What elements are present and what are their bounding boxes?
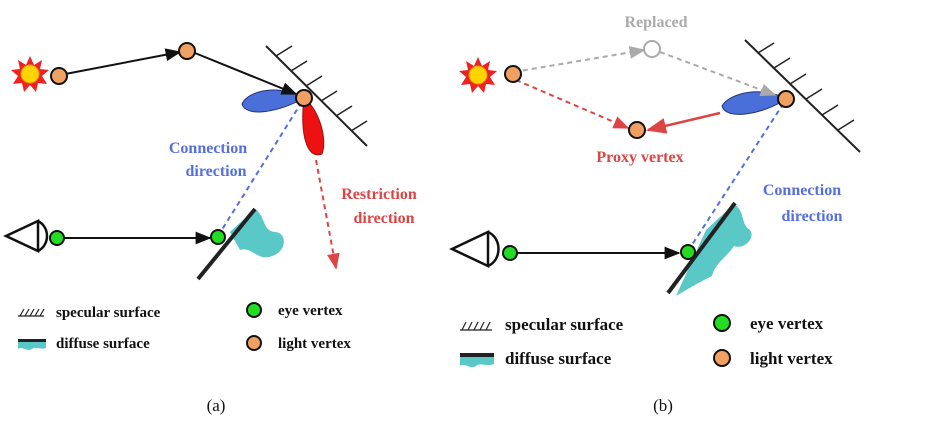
legend-eye-icon	[246, 302, 262, 318]
diffuse-surface	[196, 207, 284, 281]
proxy-arrow	[646, 111, 721, 134]
legend-specular: specular surface	[56, 305, 161, 321]
eye-icon	[449, 230, 500, 268]
blue-lobe	[721, 91, 787, 115]
restriction-label-line1: Restriction	[341, 186, 417, 203]
legend-light: light vertex	[278, 336, 351, 352]
connection-label-line2: direction	[781, 208, 842, 225]
caption-b: (b)	[653, 396, 673, 415]
legend-light-icon	[246, 335, 262, 351]
replaced-path-2	[659, 51, 777, 96]
proxy-dashed-path	[515, 79, 630, 129]
diffuse-legend-icon	[18, 339, 46, 350]
legend-light-icon	[713, 349, 731, 367]
eye-vertex	[502, 245, 518, 261]
replaced-vertex	[643, 40, 661, 58]
light-vertex	[295, 89, 313, 107]
red-lobe	[302, 97, 325, 156]
eye-vertex	[210, 229, 226, 245]
connection-label-line2: direction	[185, 163, 246, 180]
proxy-vertex-label: Proxy vertex	[596, 149, 683, 166]
eye-icon	[3, 219, 49, 253]
eye-vertex	[680, 244, 696, 260]
specular-surface	[265, 45, 368, 147]
light-path-2	[189, 50, 298, 95]
caption-a: (a)	[207, 396, 226, 415]
connection-label-line1: Connection	[169, 140, 247, 157]
restriction-label-line2: direction	[353, 210, 414, 227]
specular-legend-icon	[460, 321, 492, 331]
legend-light: light vertex	[750, 349, 833, 368]
light-vertex	[178, 42, 196, 60]
light-vertex	[504, 65, 522, 83]
restriction-arrow	[315, 159, 340, 270]
panel-b: Replaced Proxy vertex Connection directi…	[449, 14, 861, 415]
sun-icon	[458, 56, 498, 94]
diffuse-legend-icon	[460, 353, 494, 368]
replaced-path-1	[513, 46, 646, 73]
legend-eye-icon	[713, 314, 731, 332]
legend-eye: eye vertex	[750, 314, 824, 333]
replaced-label: Replaced	[624, 14, 687, 31]
legend-b: specular surface diffuse surface eye ver…	[460, 314, 833, 368]
diffuse-surface	[666, 201, 752, 296]
light-vertex	[777, 90, 795, 108]
legend-diffuse: diffuse surface	[56, 336, 150, 352]
legend-a: specular surface diffuse surface eye ver…	[18, 302, 351, 352]
connection-label-line1: Connection	[763, 182, 841, 199]
proxy-vertex	[628, 121, 646, 139]
sun-icon	[10, 55, 50, 93]
light-vertex	[50, 67, 68, 85]
light-path-1	[59, 48, 182, 76]
legend-eye: eye vertex	[278, 303, 343, 319]
specular-legend-icon	[18, 308, 45, 317]
panel-a: Connection direction Restriction directi…	[3, 42, 417, 415]
specular-surface	[744, 39, 861, 153]
connection-line	[687, 100, 786, 252]
eye-vertex	[49, 230, 65, 246]
legend-specular: specular surface	[505, 315, 624, 334]
legend-diffuse: diffuse surface	[505, 349, 612, 368]
